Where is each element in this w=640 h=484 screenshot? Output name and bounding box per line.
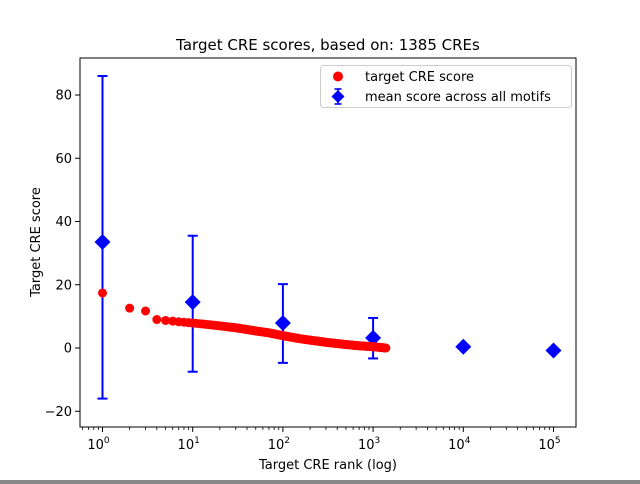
plot-border [79,57,577,428]
mean-score-diamond [365,329,382,346]
legend-box [320,65,572,108]
legend-label-mean-score: mean score across all motifs [365,90,551,105]
legend-label-target-score: target CRE score [365,70,474,85]
y-tick-label: 80 [55,89,72,104]
y-axis-label: Target CRE score [29,187,44,298]
target-score-series [98,288,391,353]
y-tick-label: 40 [55,215,72,230]
y-tick-label: 20 [55,278,72,293]
mean-score-diamond [94,234,111,251]
legend-red-circle-icon [333,71,343,82]
mean-score-diamond [184,294,201,311]
x-axis-label: Target CRE rank (log) [258,458,397,473]
target-score-dot [152,315,162,325]
y-tick-label: 0 [64,342,72,357]
target-score-dot [381,343,391,353]
target-score-dot [125,303,135,313]
mean-score-diamond [274,315,291,332]
chart-title: Target CRE scores, based on: 1385 CREs [175,36,480,54]
y-tick-label: −20 [45,405,72,420]
legend-blue-diamond-errorbar-icon [331,88,345,105]
mean-score-diamond [455,338,472,355]
mean-score-diamond [545,342,562,359]
mean-score-series [94,75,562,400]
target-score-dot [161,315,171,325]
target-score-dot [98,288,107,298]
target-score-dot [141,306,151,316]
legend: target CRE score mean score across all m… [320,65,572,108]
y-tick-label: 60 [55,152,72,167]
